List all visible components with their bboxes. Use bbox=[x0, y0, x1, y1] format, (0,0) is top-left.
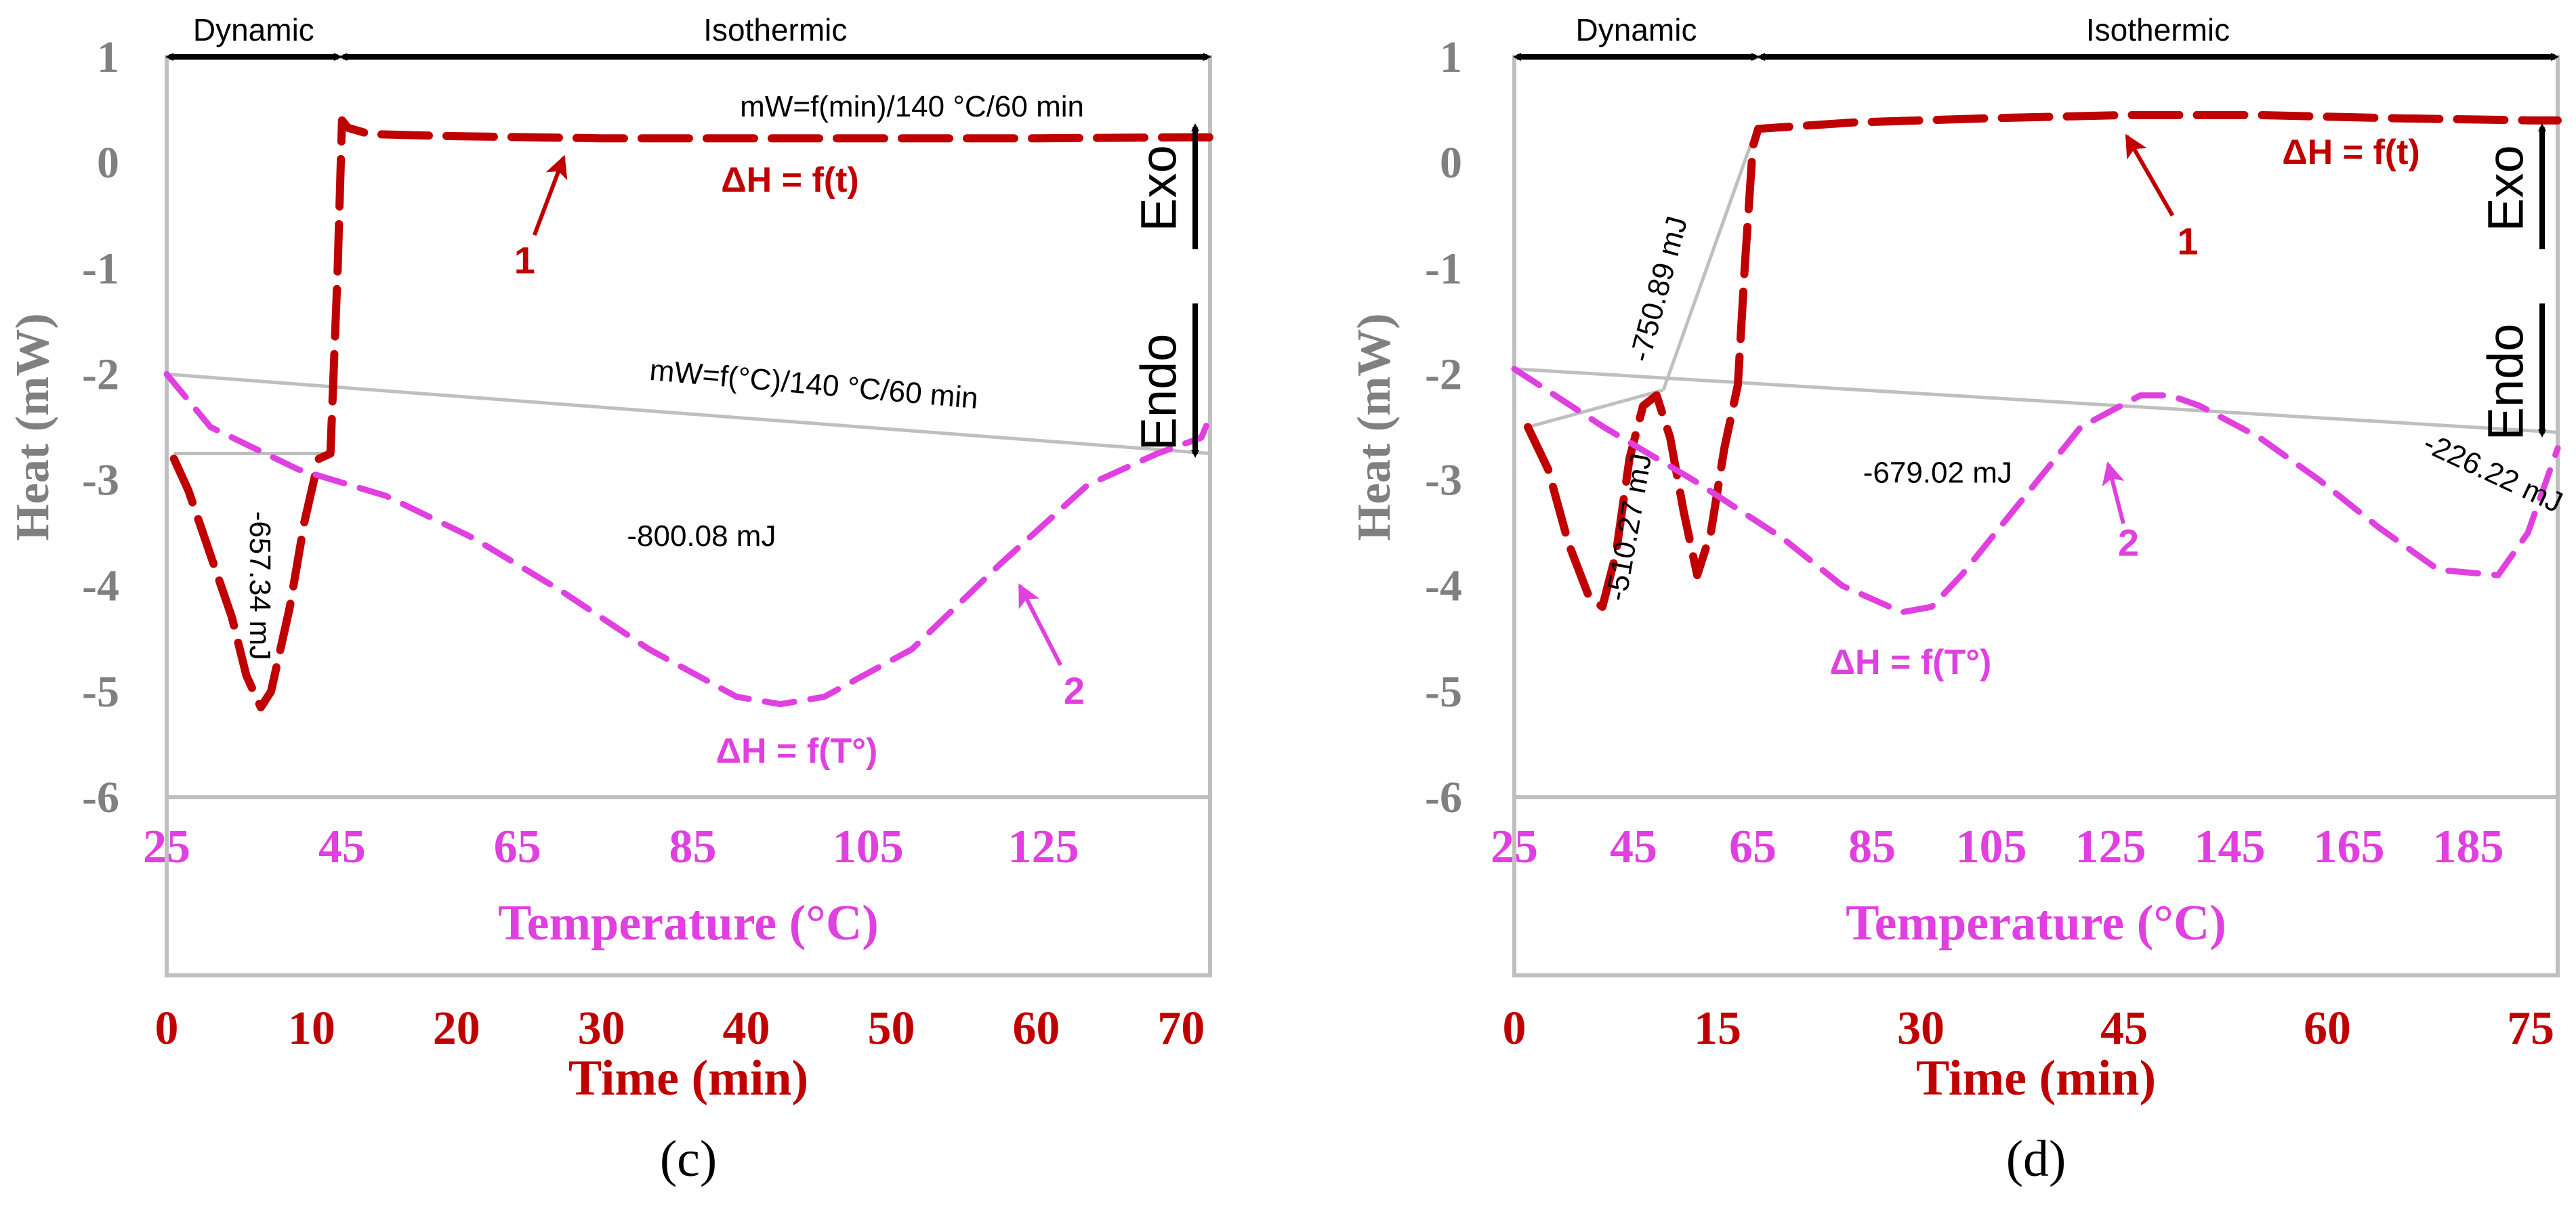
temperature-tick-label: 105 bbox=[1956, 821, 2027, 873]
series-1-line bbox=[1524, 110, 2562, 611]
temperature-tick-label: 25 bbox=[143, 821, 190, 873]
series-2-number-label: 2 bbox=[1064, 669, 1085, 712]
y-tick-label: -3 bbox=[82, 456, 119, 505]
y-tick-label: -1 bbox=[1425, 244, 1462, 293]
series-1-line bbox=[169, 116, 1214, 712]
y-tick-label: 1 bbox=[1440, 33, 1462, 82]
y-tick-label: -5 bbox=[1425, 667, 1462, 717]
energy-annotation: -657.34 mJ bbox=[243, 511, 276, 660]
time-tick-label: 60 bbox=[2304, 1002, 2351, 1055]
time-axis-title: Time (min) bbox=[1916, 1051, 2156, 1106]
y-tick-label: -4 bbox=[1425, 562, 1462, 611]
temperature-axis-title: Temperature (°C) bbox=[1846, 895, 2226, 951]
panel-label: (d) bbox=[2006, 1130, 2066, 1187]
temperature-tick-label: 25 bbox=[1491, 821, 1538, 873]
plot-frame bbox=[165, 55, 1212, 799]
phase-label: Dynamic bbox=[1576, 12, 1697, 47]
temperature-tick-label: 185 bbox=[2433, 821, 2504, 873]
time-tick-label: 0 bbox=[155, 1002, 179, 1055]
series-1-curve-label: ΔH = f(t) bbox=[721, 161, 858, 200]
series-1-pointer-arrow bbox=[2125, 133, 2175, 217]
temperature-tick-label: 65 bbox=[1729, 821, 1777, 873]
temperature-tick-label: 125 bbox=[2075, 821, 2146, 873]
endo-label: Endo bbox=[1131, 334, 1187, 451]
temperature-tick-label: 45 bbox=[1610, 821, 1657, 873]
baseline bbox=[1661, 130, 1758, 391]
series-1-number-label: 1 bbox=[514, 238, 535, 281]
y-tick-label: -2 bbox=[82, 350, 119, 399]
time-tick-label: 15 bbox=[1694, 1002, 1741, 1055]
series-2-line bbox=[163, 371, 1213, 708]
series-2-subtitle: mW=f(°C)/140 °C/60 min bbox=[648, 354, 980, 415]
temperature-tick-label: 85 bbox=[669, 821, 716, 873]
y-tick-label: 0 bbox=[1440, 138, 1462, 188]
series-2-number-label: 2 bbox=[2118, 521, 2139, 564]
time-tick-label: 30 bbox=[578, 1002, 625, 1055]
baseline bbox=[1514, 367, 2558, 434]
y-axis-title: Heat (mW) bbox=[7, 313, 59, 541]
time-tick-label: 60 bbox=[1012, 1002, 1060, 1055]
temperature-tick-label: 125 bbox=[1008, 821, 1079, 873]
endo-label: Endo bbox=[2478, 324, 2534, 441]
series-1-pointer-arrow bbox=[532, 154, 568, 236]
time-axis-title: Time (min) bbox=[568, 1051, 808, 1106]
series-2-curve-label: ΔH = f(T°) bbox=[716, 732, 878, 771]
temperature-tick-label: 45 bbox=[318, 821, 366, 873]
baseline bbox=[1527, 388, 1664, 429]
series-1-number-label: 1 bbox=[2177, 219, 2198, 262]
series-2-pointer-arrow bbox=[2102, 461, 2125, 524]
series-2-line bbox=[1511, 366, 2561, 616]
series-2-pointer-arrow bbox=[1018, 583, 1063, 667]
y-tick-label: 1 bbox=[97, 33, 119, 82]
baseline bbox=[166, 372, 1211, 456]
series-1-subtitle: mW=f(min)/140 °C/60 min bbox=[740, 90, 1084, 123]
y-tick-label: -5 bbox=[82, 667, 119, 717]
y-tick-label: -6 bbox=[1425, 773, 1462, 822]
phase-label: Dynamic bbox=[193, 12, 314, 47]
time-tick-label: 30 bbox=[1897, 1002, 1945, 1055]
time-tick-label: 50 bbox=[867, 1002, 915, 1055]
time-tick-label: 70 bbox=[1157, 1002, 1205, 1055]
y-tick-label: -6 bbox=[82, 773, 119, 822]
time-tick-label: 10 bbox=[288, 1002, 335, 1055]
y-tick-label: -4 bbox=[82, 562, 119, 611]
temperature-tick-label: 65 bbox=[494, 821, 541, 873]
y-tick-label: -3 bbox=[1425, 456, 1462, 505]
time-tick-label: 20 bbox=[433, 1002, 480, 1055]
panel-label: (c) bbox=[660, 1130, 717, 1187]
series-2-curve-label: ΔH = f(T°) bbox=[1830, 643, 1992, 682]
phase-label: Isothermic bbox=[2086, 12, 2230, 47]
y-tick-label: 0 bbox=[97, 138, 119, 188]
y-tick-label: -1 bbox=[82, 244, 119, 293]
time-tick-label: 40 bbox=[723, 1002, 770, 1055]
temperature-tick-label: 145 bbox=[2195, 821, 2266, 873]
energy-annotation: -750.89 mJ bbox=[1623, 213, 1694, 365]
energy-annotation: -510.27 mJ bbox=[1600, 451, 1658, 604]
exo-label: Exo bbox=[1131, 145, 1187, 232]
energy-annotation: -800.08 mJ bbox=[627, 520, 776, 553]
time-tick-label: 0 bbox=[1503, 1002, 1526, 1055]
temperature-tick-label: 165 bbox=[2314, 821, 2385, 873]
y-axis-title: Heat (mW) bbox=[1348, 313, 1400, 541]
temperature-axis-title: Temperature (°C) bbox=[498, 895, 879, 951]
y-tick-label: -2 bbox=[1425, 350, 1462, 399]
phase-label: Isothermic bbox=[703, 12, 847, 47]
energy-annotation: -679.02 mJ bbox=[1863, 456, 2012, 489]
temperature-axis-box bbox=[165, 795, 1212, 977]
series-1-curve-label: ΔH = f(t) bbox=[2282, 133, 2419, 172]
temperature-tick-label: 85 bbox=[1848, 821, 1896, 873]
temperature-tick-label: 105 bbox=[833, 821, 904, 873]
exo-label: Exo bbox=[2478, 145, 2534, 232]
temperature-axis-box bbox=[1512, 795, 2560, 977]
time-tick-label: 45 bbox=[2100, 1002, 2148, 1055]
time-tick-label: 75 bbox=[2507, 1002, 2554, 1055]
